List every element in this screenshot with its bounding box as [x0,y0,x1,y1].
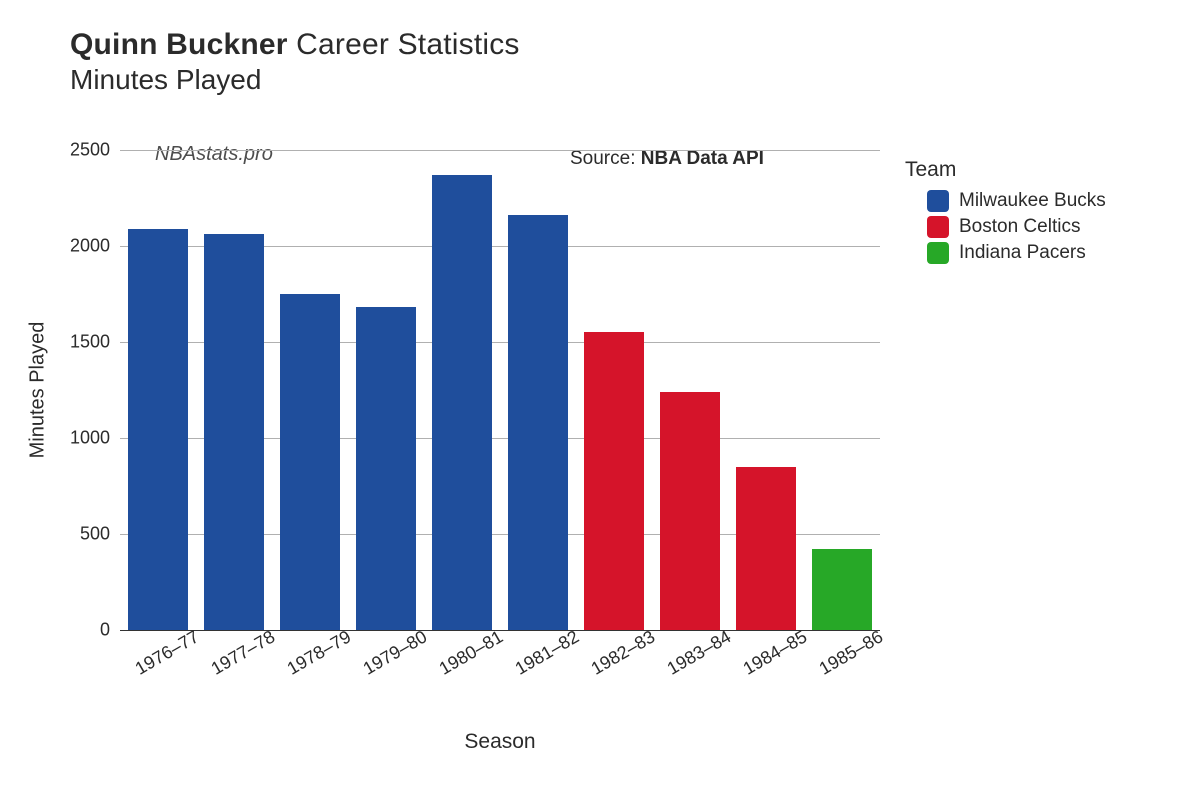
legend-item: Milwaukee Bucks [927,190,1106,212]
legend: Team Milwaukee Bucks Boston Celtics Indian… [905,158,1106,268]
y-tick-label: 500 [80,524,120,545]
bar [280,294,341,630]
bar [584,332,645,630]
bar [508,215,569,630]
y-tick-label: 0 [100,620,120,641]
legend-label: Indiana Pacers [959,242,1086,264]
legend-swatch [927,190,949,212]
title-suffix: Career Statistics [288,28,520,61]
y-axis-label: Minutes Played [27,322,50,459]
y-tick-label: 2500 [70,140,120,161]
bar [736,467,797,630]
plot-area: 050010001500200025001976–771977–781978–7… [120,150,880,630]
legend-item: Boston Celtics [927,216,1106,238]
title-player-name: Quinn Buckner [70,28,288,61]
y-tick-label: 1000 [70,428,120,449]
legend-swatch [927,242,949,264]
bar [660,392,721,630]
y-tick-label: 1500 [70,332,120,353]
title-metric: Minutes Played [70,64,520,96]
legend-item: Indiana Pacers [927,242,1106,264]
legend-label: Milwaukee Bucks [959,190,1106,212]
y-tick-label: 2000 [70,236,120,257]
bar [204,234,265,630]
legend-label: Boston Celtics [959,216,1080,238]
x-axis-label: Season [464,730,535,754]
bar [432,175,493,630]
bar [356,307,417,630]
grid-line [120,150,880,151]
legend-swatch [927,216,949,238]
legend-title: Team [905,158,1106,182]
chart-title: Quinn Buckner Career Statistics Minutes … [70,28,520,96]
bar [128,229,189,630]
